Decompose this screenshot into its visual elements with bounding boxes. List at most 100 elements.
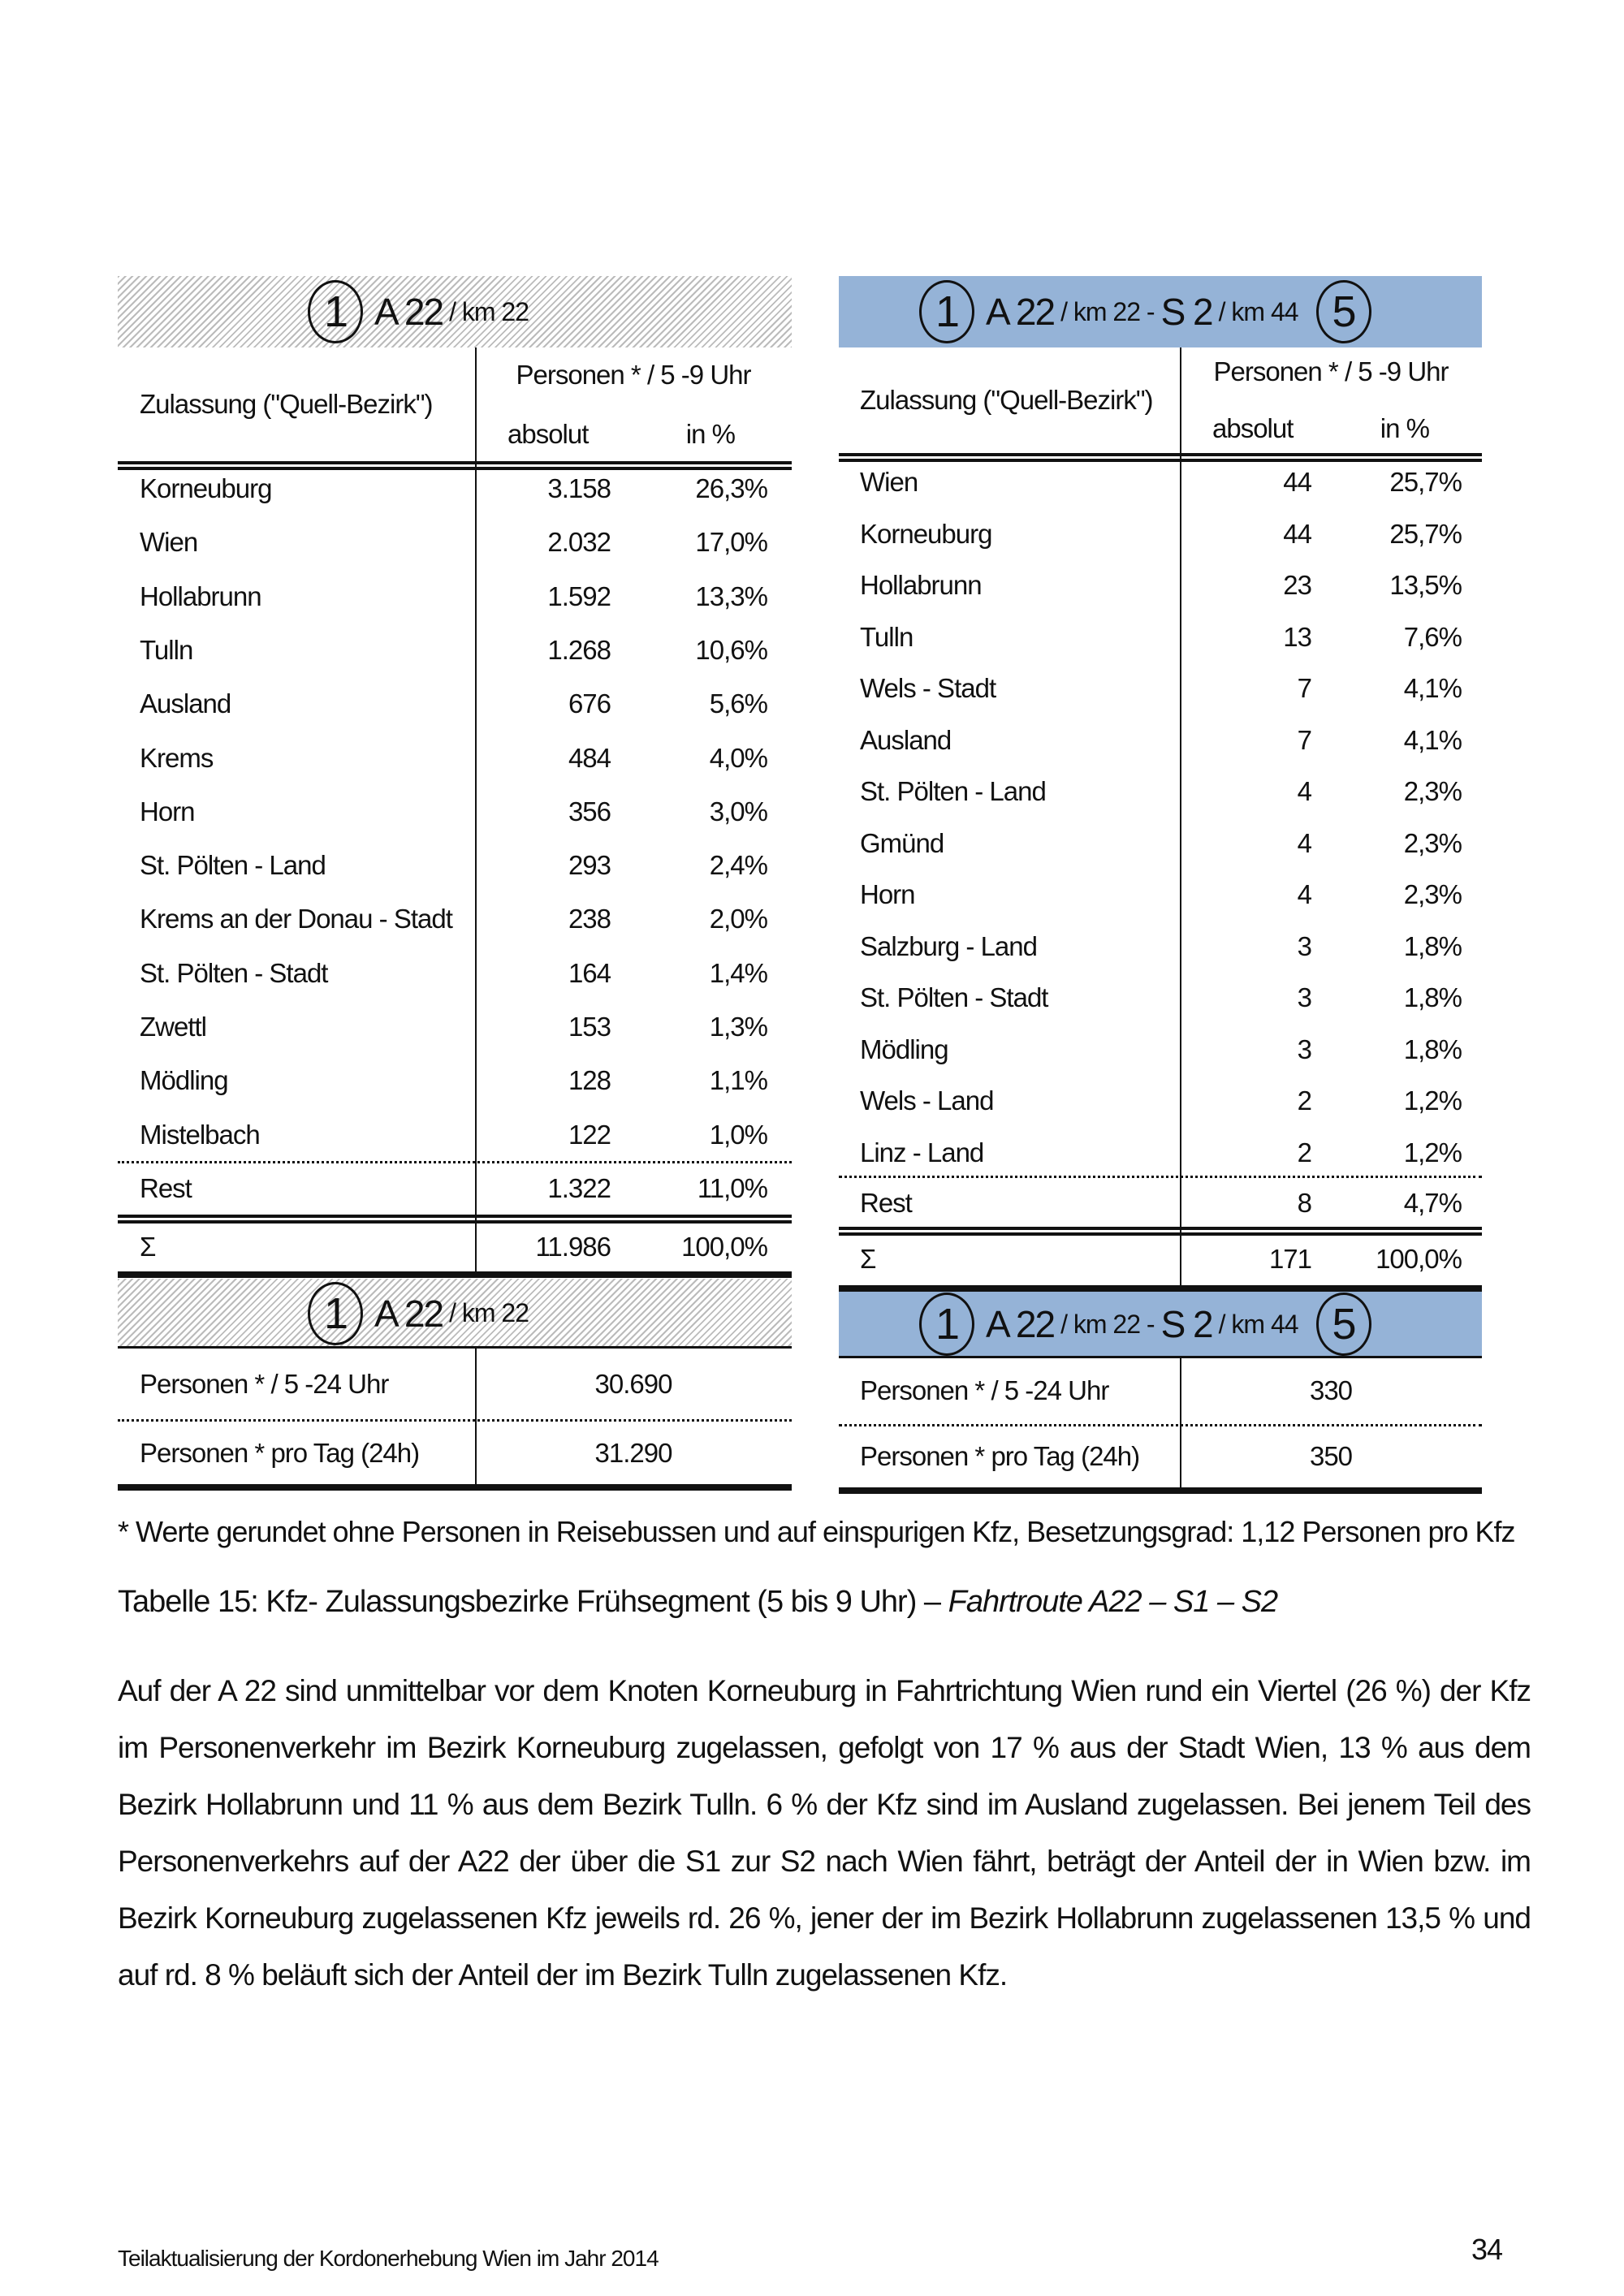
km-label: / km 22 [449,1298,529,1327]
row-absolut: 238 [568,904,611,934]
column-header-absolut: absolut [508,419,589,449]
body-paragraph: Auf der A 22 sind unmittelbar vor dem Kn… [118,1674,1531,1992]
row-percent: 2,3% [1403,776,1462,806]
row-absolut: 13 [1283,621,1312,652]
row-percent: 4,1% [1403,673,1462,703]
row-district: Wels - Stadt [860,673,996,703]
column-header-zulassung: Zulassung ("Quell-Bezirk") [140,389,434,419]
row-percent: 26,3% [695,473,768,503]
row-percent: 2,3% [1403,827,1462,858]
road-label: A 22 [374,291,444,333]
row-district: Hollabrunn [140,580,262,611]
row-percent: 1,8% [1403,1034,1462,1064]
row-district: Ausland [140,688,231,719]
row-percent: 1,2% [1403,1085,1462,1116]
row-absolut: 4 [1297,879,1312,909]
row-absolut: 3.158 [547,473,611,503]
row-percent: 1,3% [709,1012,768,1042]
line-divider [118,1346,792,1349]
row-absolut: 3 [1297,930,1312,961]
rest-absolut: 8 [1297,1188,1312,1218]
footnote: * Werte gerundet ohne Personen in Reiseb… [118,1515,1516,1548]
row-percent: 5,6% [709,688,768,719]
row-district: St. Pölten - Land [860,776,1047,806]
total-day-value: 350 [1309,1441,1353,1471]
row-absolut: 1.268 [547,634,611,665]
footer-text: Teilaktualisierung der Kordonerhebung Wi… [118,2246,659,2271]
thick-divider [118,1484,792,1491]
row-district: Wels - Land [860,1085,994,1116]
caption-prefix: Tabelle 15: Kfz- Zulassungsbezirke Frühs… [118,1585,948,1619]
circle-1-icon: 1 [919,280,974,343]
row-absolut: 153 [568,1012,611,1042]
column-divider [475,1346,477,1484]
row-absolut: 7 [1297,673,1312,703]
dot-divider [839,1176,1482,1178]
row-district: St. Pölten - Stadt [140,957,328,988]
column-header-personen: Personen * / 5 -9 Uhr [1213,356,1449,386]
row-district: Mödling [860,1034,949,1064]
km2-label: / km 44 [1218,1309,1299,1339]
road-label: A 22 [986,1303,1056,1345]
column-header-absolut: absolut [1212,413,1294,443]
row-district: Krems [140,742,214,773]
road2-label: S 2 [1160,291,1214,333]
double-divider [118,461,792,470]
double-divider [839,453,1482,462]
circle-5-icon: 5 [1315,280,1371,343]
row-percent: 17,0% [695,527,768,558]
row-absolut: 2 [1297,1137,1312,1167]
row-percent: 13,5% [1389,570,1462,600]
table-header-title: 1 A 22/ km 22 [296,1279,535,1348]
table-caption: Tabelle 15: Kfz- Zulassungsbezirke Frühs… [118,1585,1278,1620]
row-district: Korneuburg [140,473,272,503]
sum-absolut: 11.986 [535,1232,611,1262]
row-district: St. Pölten - Stadt [860,982,1048,1012]
circle-1-icon: 1 [308,280,363,343]
page-number: 34 [1471,2233,1503,2266]
row-percent: 4,0% [709,742,768,773]
row-absolut: 122 [568,1119,611,1150]
row-percent: 1,8% [1403,930,1462,961]
row-absolut: 4 [1297,827,1312,858]
row-percent: 2,3% [1403,879,1462,909]
rest-absolut: 1.322 [547,1173,611,1203]
row-absolut: 1.592 [547,580,611,611]
row-district: Horn [140,796,196,826]
km2-label: / km 44 [1218,296,1299,326]
row-district: St. Pölten - Land [140,850,326,881]
rest-percent: 11,0% [697,1173,768,1203]
column-header-percent: in % [685,419,736,449]
thick-divider [118,1271,792,1278]
double-divider [839,1227,1482,1236]
row-absolut: 164 [568,957,611,988]
road-label: A 22 [986,291,1056,333]
road2-label: S 2 [1160,1303,1214,1345]
row-district: Gmünd [860,827,944,858]
rest-percent: 4,7% [1403,1188,1462,1218]
rest-label: Rest [860,1188,913,1218]
km-label: / km 22 - [1060,1309,1155,1339]
sum-percent: 100,0% [1376,1244,1462,1274]
column-divider [1180,1356,1181,1487]
total-5-24-label: Personen * / 5 -24 Uhr [860,1375,1109,1405]
column-divider [1180,347,1181,1285]
row-percent: 1,8% [1403,982,1462,1012]
km-label: / km 22 - [1060,296,1155,326]
total-day-label: Personen * pro Tag (24h) [140,1438,420,1468]
total-5-24-label: Personen * / 5 -24 Uhr [140,1369,389,1399]
row-percent: 3,0% [709,796,768,826]
row-absolut: 676 [568,688,611,719]
column-header-percent: in % [1380,413,1430,443]
row-absolut: 3 [1297,982,1312,1012]
circle-1-icon: 1 [919,1293,974,1356]
dot-divider [118,1161,792,1163]
row-absolut: 2 [1297,1085,1312,1116]
line-divider [839,1356,1482,1358]
row-absolut: 3 [1297,1034,1312,1064]
row-district: Hollabrunn [860,570,983,600]
sum-absolut: 171 [1268,1244,1312,1274]
dot-divider [839,1424,1482,1426]
total-5-24-value: 30.690 [594,1369,673,1399]
row-percent: 25,7% [1389,467,1462,497]
